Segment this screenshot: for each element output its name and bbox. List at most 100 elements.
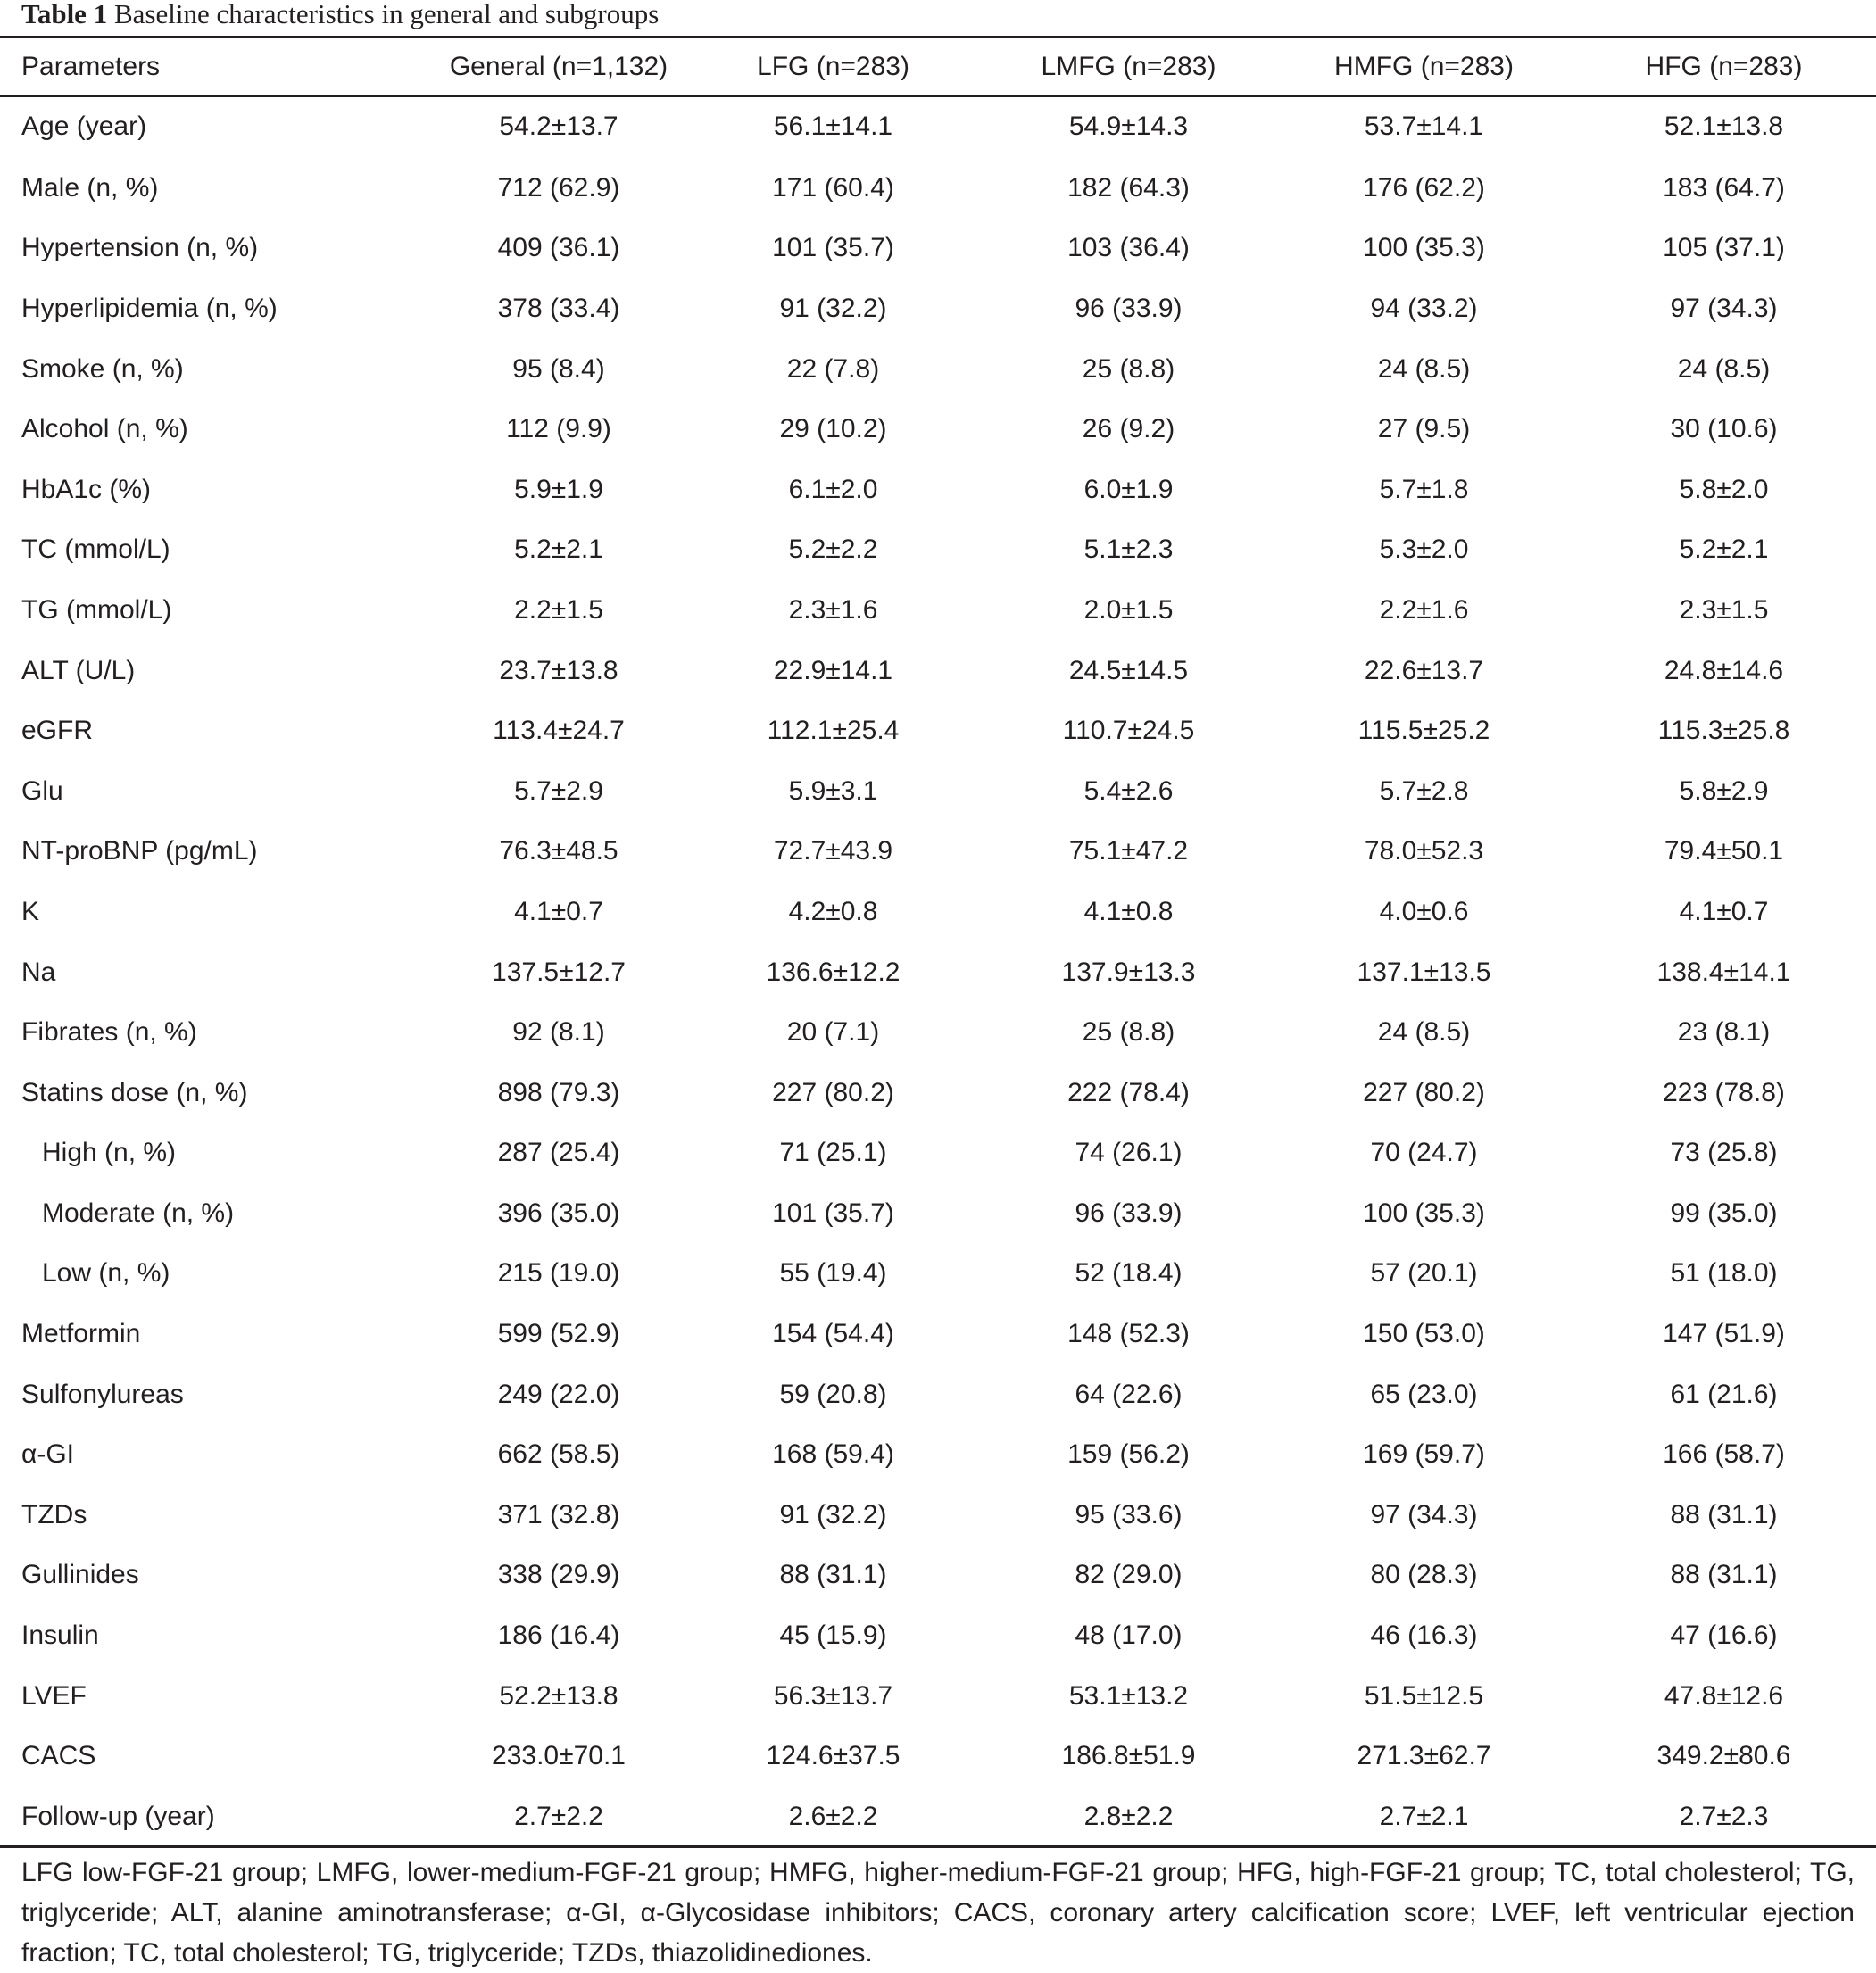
hfg-value-cell: 61 (21.6) [1670, 1379, 1778, 1409]
lfg-value-cell: 5.2±2.2 [788, 535, 878, 565]
hmfg-value-cell: 70 (24.7) [1370, 1138, 1478, 1168]
general-value-cell: 113.4±24.7 [493, 716, 625, 746]
column-header-lfg: LFG (n=283) [757, 52, 909, 81]
hfg-value-cell: 52.1±13.8 [1664, 112, 1784, 141]
general-value-cell: 371 (32.8) [497, 1499, 620, 1529]
general-value-cell: 215 (19.0) [497, 1258, 620, 1289]
parameter-cell: Insulin [21, 1621, 99, 1651]
hmfg-value-cell: 94 (33.2) [1370, 293, 1478, 323]
table-row: Insulin 186 (16.4) 45 (15.9) 48 (17.0) 46 (1… [0, 1605, 1876, 1666]
parameter-cell: LVEF [21, 1680, 87, 1711]
column-header-general: General (n=1,132) [449, 52, 668, 81]
lfg-value-cell: 227 (80.2) [772, 1077, 894, 1107]
parameter-cell: NT-proBNP (pg/mL) [21, 836, 258, 866]
hmfg-value-cell: 227 (80.2) [1363, 1077, 1485, 1107]
hmfg-value-cell: 5.3±2.0 [1379, 535, 1469, 565]
parameter-cell: Statins dose (n, %) [21, 1077, 248, 1107]
hmfg-value-cell: 137.1±13.5 [1357, 957, 1491, 987]
general-value-cell: 2.7±2.2 [514, 1801, 603, 1831]
parameter-cell: Low (n, %) [42, 1258, 170, 1289]
table-row: LVEF 52.2±13.8 56.3±13.7 53.1±13.2 51.5±12.5… [0, 1666, 1876, 1727]
hfg-value-cell: 4.1±0.7 [1679, 896, 1769, 926]
hmfg-value-cell: 57 (20.1) [1370, 1258, 1478, 1289]
lmfg-value-cell: 148 (52.3) [1067, 1319, 1190, 1349]
table-row: ALT (U/L) 23.7±13.8 22.9±14.1 24.5±14.5 22.6… [0, 641, 1876, 701]
lfg-value-cell: 168 (59.4) [772, 1439, 894, 1470]
column-header-hmfg: HMFG (n=283) [1334, 52, 1514, 81]
lmfg-value-cell: 96 (33.9) [1075, 1198, 1183, 1228]
parameter-cell: Na [21, 957, 56, 987]
table-caption-text: Baseline characteristics in general and … [113, 0, 660, 29]
table-row: Alcohol (n, %) 112 (9.9) 29 (10.2) 26 (9.2)… [0, 399, 1876, 460]
hfg-value-cell: 47.8±12.6 [1664, 1680, 1784, 1711]
lmfg-value-cell: 52 (18.4) [1075, 1258, 1183, 1289]
parameter-cell: Alcohol (n, %) [21, 414, 188, 444]
parameter-cell: Hyperlipidemia (n, %) [21, 293, 278, 323]
lfg-value-cell: 29 (10.2) [779, 414, 887, 444]
lmfg-value-cell: 24.5±14.5 [1068, 655, 1189, 685]
hfg-value-cell: 138.4±14.1 [1656, 957, 1791, 987]
lmfg-value-cell: 2.0±1.5 [1083, 594, 1174, 625]
lfg-value-cell: 91 (32.2) [779, 293, 887, 323]
lmfg-value-cell: 103 (36.4) [1067, 233, 1190, 263]
lfg-value-cell: 59 (20.8) [779, 1379, 887, 1409]
lfg-value-cell: 4.2±0.8 [788, 896, 878, 926]
parameter-cell: Sulfonylureas [21, 1379, 184, 1409]
table-row: Fibrates (n, %) 92 (8.1) 20 (7.1) 25 (8.8) 2… [0, 1002, 1876, 1063]
table-row: NT-proBNP (pg/mL) 76.3±48.5 72.7±43.9 75.1±… [0, 822, 1876, 883]
parameter-cell: CACS [21, 1741, 96, 1771]
table-row: Hypertension (n, %) 409 (36.1) 101 (35.7) 1… [0, 219, 1876, 279]
lfg-value-cell: 2.3±1.6 [788, 594, 878, 625]
parameter-cell: Male (n, %) [21, 172, 159, 203]
top-rule [0, 36, 1876, 38]
hfg-value-cell: 79.4±50.1 [1664, 836, 1784, 866]
lfg-value-cell: 171 (60.4) [772, 172, 894, 203]
table-row: Age (year) 54.2±13.7 56.1±14.1 54.9±14.3 53.… [0, 95, 1876, 158]
hfg-value-cell: 147 (51.9) [1663, 1319, 1785, 1349]
lmfg-value-cell: 64 (22.6) [1075, 1379, 1183, 1409]
lmfg-value-cell: 2.8±2.2 [1083, 1801, 1174, 1831]
table-row: TZDs 371 (32.8) 91 (32.2) 95 (33.6) 97 (34.3… [0, 1485, 1876, 1546]
hmfg-value-cell: 4.0±0.6 [1379, 896, 1469, 926]
lfg-value-cell: 6.1±2.0 [788, 474, 878, 504]
lmfg-value-cell: 25 (8.8) [1082, 353, 1175, 384]
hmfg-value-cell: 5.7±1.8 [1379, 474, 1469, 504]
lmfg-value-cell: 95 (33.6) [1075, 1499, 1183, 1529]
bottom-rule [0, 1845, 1876, 1848]
table-row: Statins dose (n, %) 898 (79.3) 227 (80.2) 2… [0, 1063, 1876, 1123]
column-header-lmfg: LMFG (n=283) [1041, 52, 1216, 81]
table-body: Age (year) 54.2±13.7 56.1±14.1 54.9±14.3 53.… [0, 95, 1876, 1847]
lmfg-value-cell: 182 (64.3) [1067, 172, 1190, 203]
hfg-value-cell: 24 (8.5) [1677, 353, 1771, 384]
general-value-cell: 249 (22.0) [497, 1379, 620, 1409]
lmfg-value-cell: 25 (8.8) [1082, 1017, 1175, 1048]
general-value-cell: 52.2±13.8 [499, 1680, 618, 1711]
general-value-cell: 4.1±0.7 [514, 896, 603, 926]
hfg-value-cell: 223 (78.8) [1663, 1077, 1785, 1107]
table-row: Follow-up (year) 2.7±2.2 2.6±2.2 2.8±2.2 2.7… [0, 1786, 1876, 1847]
lfg-value-cell: 56.1±14.1 [773, 112, 893, 141]
lfg-value-cell: 136.6±12.2 [766, 957, 901, 987]
parameter-cell: Fibrates (n, %) [21, 1017, 197, 1048]
lfg-value-cell: 2.6±2.2 [788, 1801, 878, 1831]
hmfg-value-cell: 27 (9.5) [1377, 414, 1471, 444]
table-row: α-GI 662 (58.5) 168 (59.4) 159 (56.2) 169 (5… [0, 1424, 1876, 1485]
hmfg-value-cell: 78.0±52.3 [1364, 836, 1484, 866]
table-row: K 4.1±0.7 4.2±0.8 4.1±0.8 4.0±0.6 4.1±0.7 [0, 882, 1876, 942]
general-value-cell: 137.5±12.7 [492, 957, 626, 987]
hfg-value-cell: 166 (58.7) [1663, 1439, 1785, 1470]
header-rule [0, 95, 1876, 97]
parameter-cell: Gullinides [21, 1560, 139, 1590]
hmfg-value-cell: 24 (8.5) [1377, 353, 1471, 384]
table-row: Sulfonylureas 249 (22.0) 59 (20.8) 64 (22.6… [0, 1364, 1876, 1425]
general-value-cell: 5.9±1.9 [514, 474, 603, 504]
general-value-cell: 662 (58.5) [497, 1439, 620, 1470]
hfg-value-cell: 5.8±2.9 [1679, 775, 1769, 806]
general-value-cell: 409 (36.1) [497, 233, 620, 263]
hmfg-value-cell: 100 (35.3) [1363, 233, 1485, 263]
hfg-value-cell: 88 (31.1) [1670, 1560, 1778, 1590]
hfg-value-cell: 24.8±14.6 [1664, 655, 1784, 685]
hmfg-value-cell: 271.3±62.7 [1357, 1741, 1491, 1771]
lfg-value-cell: 101 (35.7) [772, 1198, 894, 1228]
